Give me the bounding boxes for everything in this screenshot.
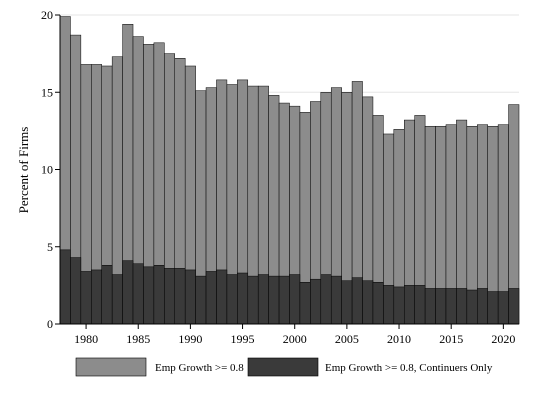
bar-continuers-1984 <box>122 260 134 325</box>
legend-swatch-continuers <box>247 357 319 377</box>
bar-continuers-2006 <box>351 277 363 325</box>
x-tick-label: 2010 <box>387 332 411 346</box>
bar-continuers-1991 <box>195 275 207 325</box>
y-tick-label: 5 <box>47 240 53 254</box>
bar-continuers-1997 <box>257 274 269 325</box>
x-tick-label: 1980 <box>74 332 98 346</box>
bar-continuers-2010 <box>393 286 405 325</box>
x-tick-label: 2000 <box>283 332 307 346</box>
bar-continuers-1982 <box>101 265 113 325</box>
bar-continuers-2012 <box>414 285 426 325</box>
bar-continuers-2019 <box>487 291 499 325</box>
axes: 0 5 10 15 20 1980 1985 1990 1995 2000 2005 2010 2015… <box>41 8 519 346</box>
x-tick-label: 2005 <box>335 332 359 346</box>
bar-continuers-2016 <box>456 288 468 325</box>
bar-continuers-2008 <box>372 282 384 325</box>
bar-continuers-1990 <box>184 269 196 325</box>
x-tick-label: 2020 <box>491 332 515 346</box>
bar-continuers-1996 <box>247 275 259 325</box>
legend-label-emp-growth-visible: Emp Growth >= 0.8 <box>155 362 244 374</box>
bar-continuers-2011 <box>404 285 415 325</box>
bar-continuers-2015 <box>445 288 457 325</box>
x-tick-label: 2015 <box>439 332 463 346</box>
bar-continuers-2021 <box>508 288 520 325</box>
bar-continuers-1994 <box>226 274 238 325</box>
bar-continuers-1987 <box>153 265 165 325</box>
bar-continuers-1980 <box>80 271 92 325</box>
legend-swatch-emp-growth <box>75 357 147 377</box>
bars <box>59 16 520 325</box>
x-tick-label: 1990 <box>178 332 202 346</box>
bar-continuers-1978 <box>59 249 71 325</box>
y-tick-label: 10 <box>41 163 53 177</box>
bar-continuers-2001 <box>299 282 311 325</box>
bar-continuers-1999 <box>278 275 290 325</box>
legend-label-continuers: Emp Growth >= 0.8, Continuers Only <box>325 362 493 374</box>
bar-continuers-2009 <box>383 285 395 325</box>
bar-continuers-1981 <box>91 269 102 325</box>
bar-continuers-1995 <box>237 272 249 325</box>
bar-continuers-2020 <box>497 291 509 325</box>
bar-continuers-1986 <box>143 266 155 325</box>
legend: Emp Growth >= 0.8 Emp Growth >= 0.8, Con… <box>61 349 521 385</box>
bar-continuers-1983 <box>111 274 123 325</box>
bar-continuers-1988 <box>164 268 176 325</box>
bar-continuers-1989 <box>174 268 186 325</box>
y-axis-title: Percent of Firms <box>16 127 31 214</box>
bar-continuers-1979 <box>70 257 82 325</box>
bar-continuers-2003 <box>320 274 332 325</box>
bar-continuers-2013 <box>424 288 436 325</box>
bar-continuers-2000 <box>289 274 301 325</box>
y-tick-label: 15 <box>41 85 53 99</box>
bar-continuers-1998 <box>268 275 280 325</box>
bar-continuers-2018 <box>477 288 488 325</box>
y-tick-label: 0 <box>47 317 53 331</box>
x-tick-label: 1985 <box>126 332 150 346</box>
bar-continuers-2002 <box>310 278 322 325</box>
bar-continuers-1992 <box>205 271 217 325</box>
y-tick-label: 20 <box>41 8 53 22</box>
bar-continuers-2004 <box>330 275 342 325</box>
bar-continuers-2007 <box>362 280 374 325</box>
bar-continuers-1993 <box>216 269 228 325</box>
bar-continuers-2017 <box>466 289 478 325</box>
bar-continuers-1985 <box>132 263 144 325</box>
x-tick-label: 1995 <box>231 332 255 346</box>
bar-continuers-2014 <box>435 288 447 325</box>
bar-continuers-2005 <box>341 280 353 325</box>
